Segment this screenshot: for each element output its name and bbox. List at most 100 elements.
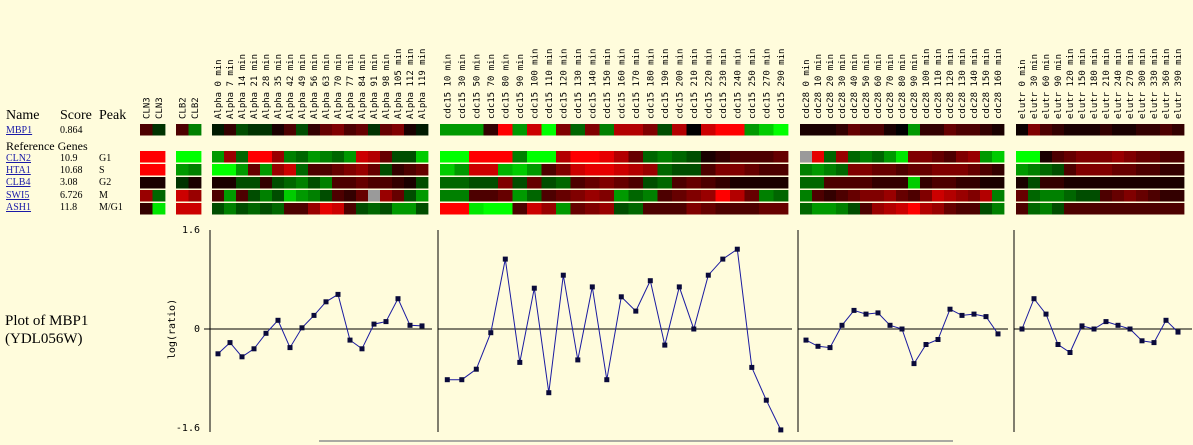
column-label: cdc15 80 min bbox=[501, 54, 511, 119]
data-point bbox=[444, 377, 450, 383]
heatmap-cell bbox=[1016, 190, 1029, 202]
column-label: cdc15 120 min bbox=[559, 49, 569, 119]
data-point bbox=[827, 345, 833, 351]
heatmap-cell bbox=[614, 203, 629, 215]
heatmap-cell bbox=[920, 177, 933, 189]
heatmap-cell bbox=[908, 164, 921, 176]
query-gene-link[interactable]: MBP1 bbox=[6, 125, 33, 136]
heatmap-cell bbox=[657, 190, 673, 202]
heatmap-cell bbox=[1136, 203, 1149, 215]
heatmap-cell bbox=[686, 203, 702, 215]
heatmap-cell bbox=[657, 151, 673, 163]
query-gene-score: 0.864 bbox=[60, 125, 83, 136]
column-label: cdc28 150 min bbox=[982, 49, 992, 119]
heatmap-cell bbox=[968, 203, 981, 215]
heatmap-cell bbox=[599, 177, 615, 189]
gene-link-swi5[interactable]: SWI5 bbox=[6, 189, 30, 201]
plot-title: Plot of MBP1 (YDL056W) bbox=[5, 313, 89, 347]
heatmap-cell bbox=[860, 177, 873, 189]
heatmap-cell bbox=[730, 164, 745, 176]
heatmap-cell bbox=[236, 124, 249, 136]
header-score: Score bbox=[60, 108, 92, 123]
heatmap-cell bbox=[392, 177, 405, 189]
heatmap-cell bbox=[152, 177, 166, 189]
data-point bbox=[959, 312, 965, 318]
gene-score: 11.8 bbox=[60, 201, 78, 213]
heatmap-cell bbox=[1064, 151, 1077, 163]
heatmap-cell bbox=[585, 151, 600, 163]
heatmap-cell bbox=[836, 177, 849, 189]
heatmap-cell bbox=[332, 190, 345, 202]
data-point bbox=[887, 322, 893, 328]
heatmap-cell bbox=[188, 151, 202, 163]
gene-link-hta1[interactable]: HTA1 bbox=[6, 165, 31, 177]
heatmap-cell bbox=[848, 151, 861, 163]
data-point bbox=[1055, 342, 1061, 347]
data-point bbox=[633, 308, 639, 314]
column-label: cdc28 70 min bbox=[886, 54, 896, 119]
heatmap-cell bbox=[308, 164, 321, 176]
heatmap-cell bbox=[944, 164, 957, 176]
heatmap-cell bbox=[440, 151, 455, 163]
y-tick-label: 0 bbox=[194, 324, 200, 335]
heatmap-cell bbox=[454, 164, 470, 176]
heatmap-cell bbox=[1136, 177, 1149, 189]
heatmap-cell bbox=[836, 190, 849, 202]
heatmap-cell bbox=[643, 203, 658, 215]
heatmap-cell bbox=[152, 164, 166, 176]
column-label: elutr 210 min bbox=[1102, 49, 1112, 119]
heatmap-cell bbox=[920, 203, 933, 215]
column-label: Alpha 21 min bbox=[250, 54, 260, 119]
heatmap-cell bbox=[236, 177, 249, 189]
heatmap-cell bbox=[469, 124, 484, 136]
heatmap-cell bbox=[296, 177, 309, 189]
column-label: Alpha 49 min bbox=[298, 54, 308, 119]
heatmap-cell bbox=[800, 177, 813, 189]
heatmap-cell bbox=[848, 203, 861, 215]
heatmap-cell bbox=[944, 124, 957, 136]
heatmap-cell bbox=[454, 190, 470, 202]
column-label: Alpha 35 min bbox=[274, 54, 284, 119]
heatmap-cell bbox=[176, 203, 189, 215]
heatmap-cell bbox=[1088, 124, 1101, 136]
heatmap-cell bbox=[440, 164, 455, 176]
heatmap-cell bbox=[701, 177, 716, 189]
gene-link-cln2[interactable]: CLN2 bbox=[6, 153, 31, 164]
column-label: cdc28 110 min bbox=[934, 49, 944, 119]
data-point bbox=[662, 342, 668, 348]
heatmap-cell bbox=[686, 164, 702, 176]
heatmap-cell bbox=[469, 177, 484, 189]
heatmap-cell bbox=[1088, 177, 1101, 189]
column-label: cdc28 30 min bbox=[838, 54, 848, 119]
heatmap-cell bbox=[1064, 203, 1077, 215]
heatmap-cell bbox=[1016, 124, 1029, 136]
heatmap-cell bbox=[920, 124, 933, 136]
heatmap-cell bbox=[1076, 190, 1089, 202]
heatmap-cell bbox=[715, 151, 731, 163]
heatmap-cell bbox=[404, 124, 417, 136]
heatmap-cell bbox=[512, 203, 528, 215]
heatmap-cell bbox=[812, 190, 825, 202]
column-label: Alpha 84 min bbox=[358, 54, 368, 119]
data-point bbox=[875, 310, 881, 316]
heatmap-cell bbox=[944, 177, 957, 189]
column-label: cdc15 240 min bbox=[733, 49, 743, 119]
heatmap-cell bbox=[527, 177, 542, 189]
gene-link-clb4[interactable]: CLB4 bbox=[6, 177, 31, 189]
heatmap-cell bbox=[1040, 151, 1053, 163]
heatmap-cell bbox=[483, 151, 499, 163]
heatmap-cell bbox=[368, 190, 381, 202]
heatmap-cell bbox=[686, 151, 702, 163]
column-label: cdc15 30 min bbox=[458, 54, 468, 119]
gene-link-ash1[interactable]: ASH1 bbox=[6, 201, 32, 213]
heatmap-cell bbox=[944, 203, 957, 215]
heatmap-cell bbox=[1016, 203, 1029, 215]
header-peak: Peak bbox=[99, 108, 127, 123]
heatmap-cell bbox=[296, 203, 309, 215]
gene-peak: M/G1 bbox=[99, 201, 123, 213]
heatmap-cell bbox=[992, 177, 1005, 189]
heatmap-cell bbox=[836, 203, 849, 215]
heatmap-cell bbox=[956, 164, 969, 176]
heatmap-cell bbox=[1052, 177, 1065, 189]
heatmap-cell bbox=[541, 124, 557, 136]
